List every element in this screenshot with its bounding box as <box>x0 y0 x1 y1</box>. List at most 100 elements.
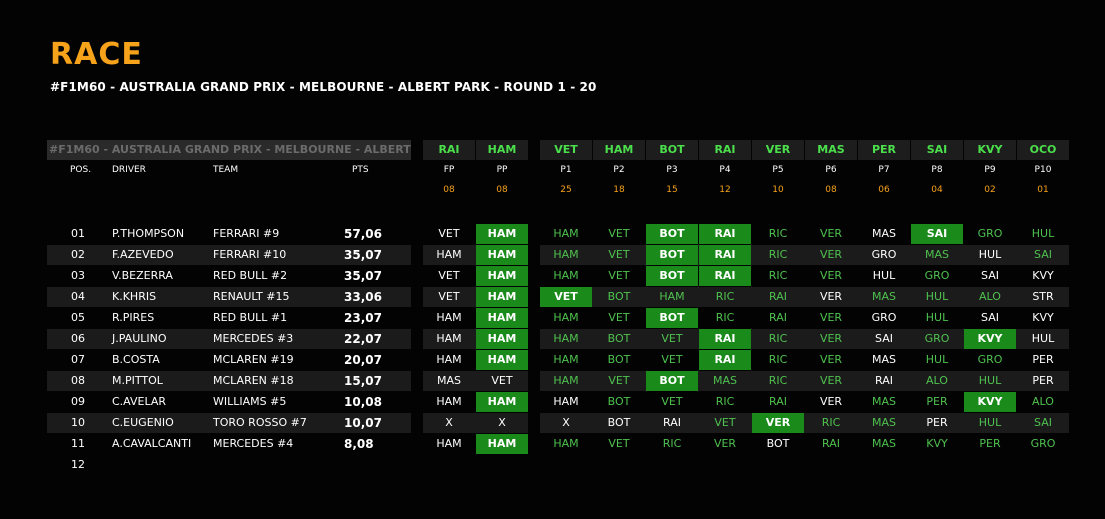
row-driver: J.PAULINO <box>112 332 167 345</box>
row-pick: X <box>445 416 453 429</box>
row-pick: RIC <box>768 374 788 387</box>
row-pick: HAM <box>553 353 579 366</box>
row-pick: VET <box>438 290 460 303</box>
row-pick: HAM <box>553 332 579 345</box>
row-pick: BOT <box>766 437 790 450</box>
row-pick: HAM <box>476 287 528 307</box>
row-team: MERCEDES #3 <box>213 332 294 345</box>
pred-col-points: 06 <box>878 185 890 195</box>
row-position: 09 <box>71 395 85 408</box>
pred-col-label: P9 <box>984 165 996 175</box>
table-title: #F1M60 - AUSTRALIA GRAND PRIX - MELBOURN… <box>47 140 411 160</box>
pred-col-code: HAM <box>593 140 645 160</box>
row-pick: BOT <box>646 371 698 391</box>
row-points: 35,07 <box>344 269 382 283</box>
row-pick: HUL <box>925 353 949 366</box>
pred-col-points: 25 <box>560 185 572 195</box>
row-pick: VET <box>608 311 630 324</box>
row-pick: VER <box>819 353 843 366</box>
row-pick: SAI <box>981 269 999 282</box>
pred-col-code: VET <box>540 140 592 160</box>
row-pick: BOT <box>607 290 631 303</box>
row-stripe <box>423 371 528 391</box>
pred-col-points: 08 <box>443 185 455 195</box>
row-points: 23,07 <box>344 311 382 325</box>
row-pick: HAM <box>476 434 528 454</box>
row-driver: V.BEZERRA <box>112 269 173 282</box>
row-pick: BOT <box>646 266 698 286</box>
pred-col-label: P8 <box>931 165 943 175</box>
col-header-team: TEAM <box>213 165 239 175</box>
row-pick: VET <box>661 353 683 366</box>
row-driver: R.PIRES <box>112 311 155 324</box>
col-header-pos: POS. <box>70 165 92 175</box>
pred-col-points: 04 <box>931 185 943 195</box>
row-pick: GRO <box>977 353 1003 366</box>
row-stripe <box>540 287 1069 307</box>
pred-col-label: FP <box>443 165 455 175</box>
row-position: 03 <box>71 269 85 282</box>
row-points: 20,07 <box>344 353 382 367</box>
row-pick: BOT <box>646 224 698 244</box>
row-pick: BOT <box>607 332 631 345</box>
row-pick: MAS <box>872 416 896 429</box>
row-position: 04 <box>71 290 85 303</box>
row-pick: HAM <box>553 395 579 408</box>
row-pick: HAM <box>553 437 579 450</box>
pred-col-label: P3 <box>666 165 678 175</box>
row-pick: HAM <box>553 311 579 324</box>
row-pick: VER <box>819 269 843 282</box>
row-stripe <box>47 371 411 391</box>
row-pick: GRO <box>871 311 897 324</box>
row-pick: VET <box>661 332 683 345</box>
row-pick: HAM <box>476 350 528 370</box>
page-subtitle: #F1M60 - AUSTRALIA GRAND PRIX - MELBOURN… <box>50 80 597 94</box>
row-pick: HAM <box>553 248 579 261</box>
page-title: RACE <box>50 37 143 72</box>
row-pick: VER <box>713 437 737 450</box>
row-pick: ALO <box>926 374 948 387</box>
row-stripe <box>47 329 411 349</box>
row-pick: RIC <box>715 311 735 324</box>
row-pick: HUL <box>978 248 1002 261</box>
row-position: 12 <box>71 458 85 471</box>
row-pick: HUL <box>978 374 1002 387</box>
row-pick: BOT <box>607 353 631 366</box>
row-pick: VET <box>438 269 460 282</box>
row-driver: F.AZEVEDO <box>112 248 174 261</box>
row-pick: VET <box>661 395 683 408</box>
row-stripe <box>540 329 1069 349</box>
row-pick: RAI <box>769 311 787 324</box>
row-points: 10,08 <box>344 395 382 409</box>
row-pick: SAI <box>981 311 999 324</box>
row-pick: VET <box>608 227 630 240</box>
row-pick: VER <box>819 395 843 408</box>
row-pick: KVY <box>1032 311 1054 324</box>
row-position: 10 <box>71 416 85 429</box>
row-pick: RIC <box>662 437 682 450</box>
row-driver: C.EUGENIO <box>112 416 174 429</box>
row-pick: MAS <box>437 374 461 387</box>
row-team: FERRARI #9 <box>213 227 280 240</box>
row-points: 22,07 <box>344 332 382 346</box>
row-stripe <box>47 413 411 433</box>
row-pick: BOT <box>646 308 698 328</box>
row-team: MERCEDES #4 <box>213 437 294 450</box>
pred-col-label: P4 <box>719 165 731 175</box>
row-pick: MAS <box>872 437 896 450</box>
row-pick: HAM <box>436 311 462 324</box>
row-pick: VER <box>819 311 843 324</box>
pred-col-label: P1 <box>560 165 572 175</box>
row-points: 8,08 <box>344 437 374 451</box>
row-pick: HUL <box>1031 227 1055 240</box>
row-pick: VER <box>819 332 843 345</box>
row-pick: RIC <box>821 416 841 429</box>
row-pick: HAM <box>476 308 528 328</box>
row-driver: K.KHRIS <box>112 290 157 303</box>
row-pick: SAI <box>1034 416 1052 429</box>
row-pick: HUL <box>1031 332 1055 345</box>
row-pick: X <box>562 416 570 429</box>
pred-col-code: HAM <box>476 140 528 160</box>
pred-col-label: P10 <box>1034 165 1052 175</box>
row-pick: PER <box>1032 374 1054 387</box>
